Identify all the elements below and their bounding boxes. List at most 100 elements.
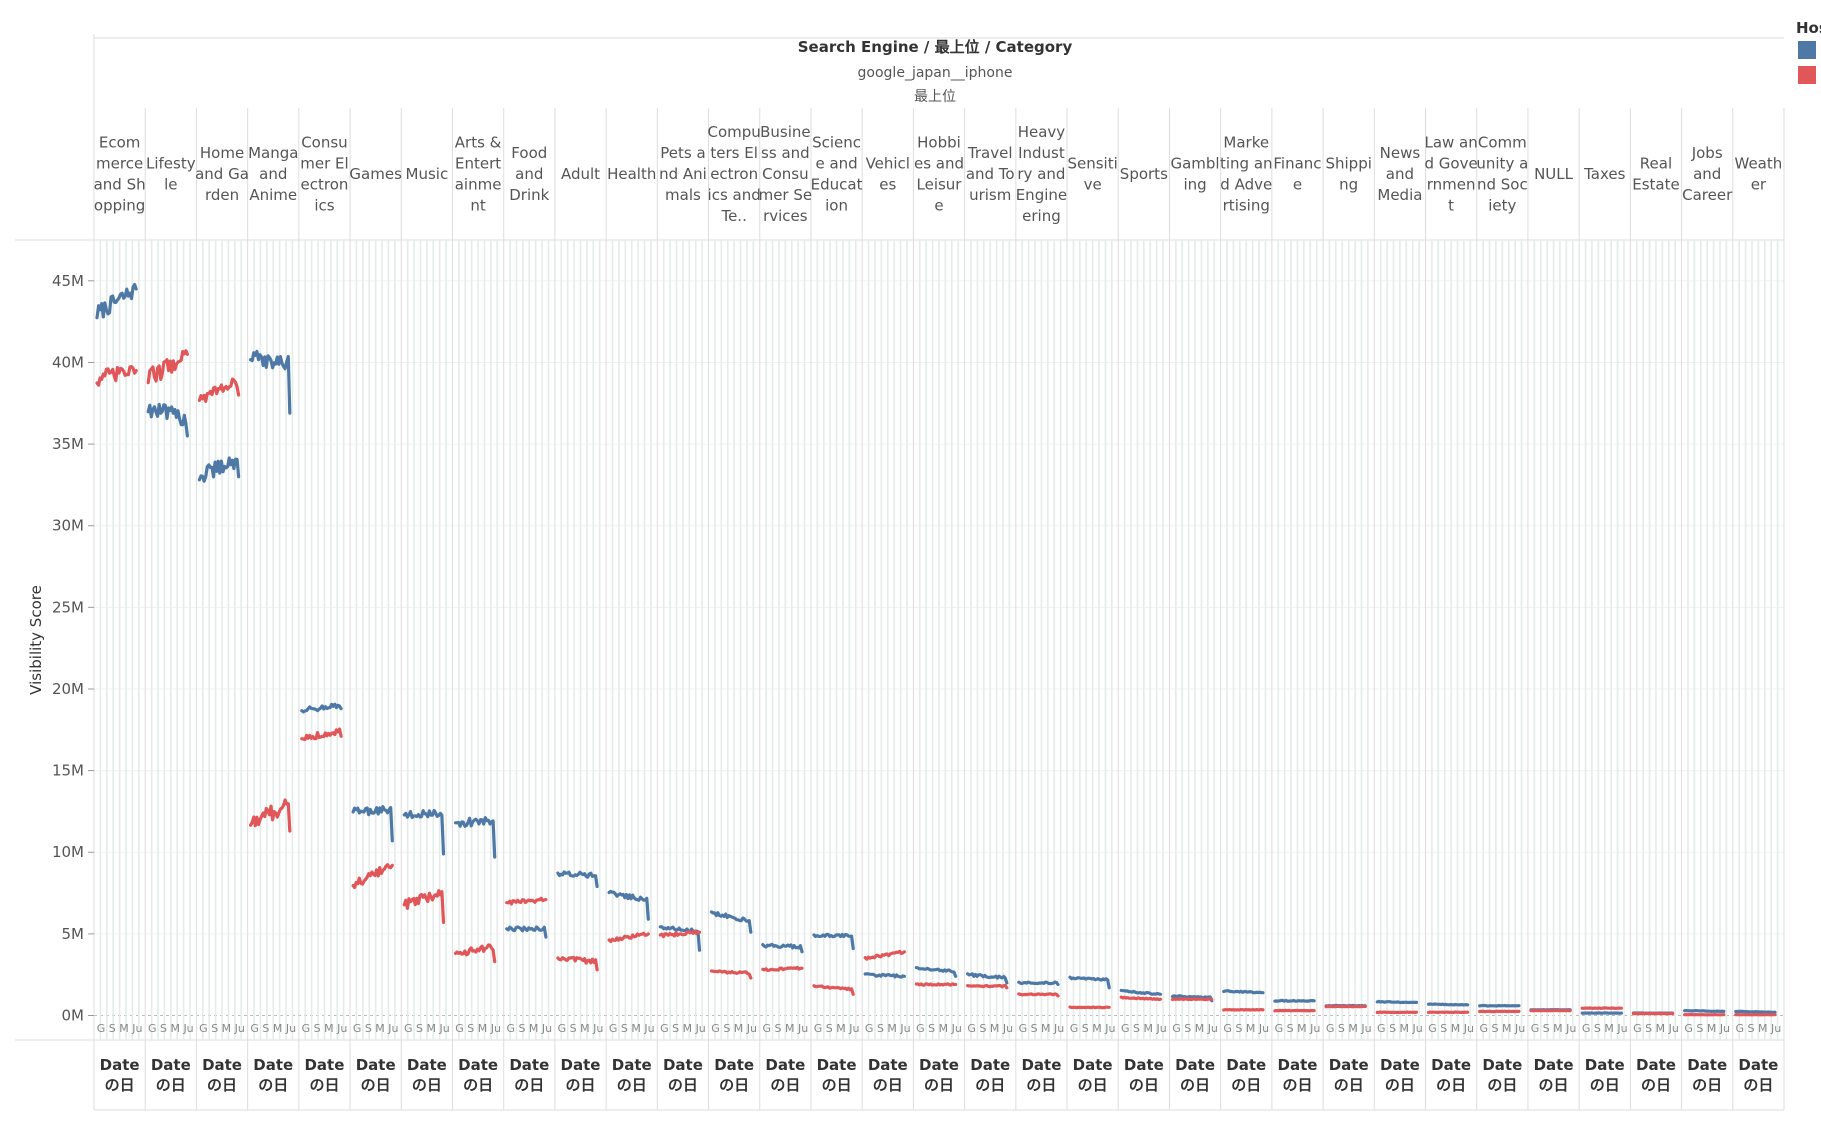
category-label: Arts & xyxy=(455,134,502,152)
series-line-red[interactable] xyxy=(249,798,292,833)
series-line-red[interactable] xyxy=(300,727,343,742)
category-label: ering xyxy=(1022,207,1061,225)
series-line-red[interactable] xyxy=(197,377,241,403)
series-line-red[interactable] xyxy=(607,931,650,944)
footer-day-label: の日 xyxy=(1078,1076,1108,1094)
series-line-blue[interactable] xyxy=(1683,1009,1726,1013)
series-line-blue[interactable] xyxy=(556,870,599,889)
series-line-blue[interactable] xyxy=(505,925,548,939)
series-line-red[interactable] xyxy=(453,943,497,964)
series-line-red[interactable] xyxy=(1426,1010,1470,1015)
category-label: e and xyxy=(815,155,857,173)
date-tick-label: G S M Ju xyxy=(1736,1022,1782,1035)
y-tick-label: 25M xyxy=(52,598,84,616)
series-line-blue[interactable] xyxy=(914,966,958,978)
footer-day-label: の日 xyxy=(105,1076,135,1094)
series-line-blue[interactable] xyxy=(95,282,138,320)
category-label: urism xyxy=(969,186,1011,204)
date-tick-label: G S M Ju xyxy=(1223,1022,1269,1035)
category-label: Educat xyxy=(811,176,863,194)
date-tick-label: G S M Ju xyxy=(967,1022,1013,1035)
date-tick-label: G S M Ju xyxy=(250,1022,296,1035)
date-tick-label: G S M Ju xyxy=(609,1022,655,1035)
footer-day-label: の日 xyxy=(1436,1076,1466,1094)
series-line-red[interactable] xyxy=(863,949,906,961)
date-tick-label: G S M Ju xyxy=(1019,1022,1065,1035)
series-line-blue[interactable] xyxy=(863,972,906,979)
series-line-red[interactable] xyxy=(1068,1005,1111,1010)
series-line-blue[interactable] xyxy=(197,456,241,483)
series-line-red[interactable] xyxy=(1170,997,1214,1002)
category-label: Te.. xyxy=(720,207,746,225)
series-line-blue[interactable] xyxy=(966,972,1009,985)
y-tick-label: 20M xyxy=(52,680,84,698)
category-label: Leisur xyxy=(917,176,963,194)
category-label: Entert xyxy=(455,155,501,173)
legend-swatch-red[interactable] xyxy=(1798,66,1816,84)
footer-date-label: Date xyxy=(612,1056,652,1074)
footer-date-label: Date xyxy=(304,1056,344,1074)
date-tick-label: G S M Ju xyxy=(404,1022,450,1035)
series-line-blue[interactable] xyxy=(1734,1009,1777,1014)
series-line-red[interactable] xyxy=(1017,992,1060,998)
series-line-blue[interactable] xyxy=(761,942,804,954)
series-line-red[interactable] xyxy=(1375,1010,1419,1015)
series-line-red[interactable] xyxy=(1324,1004,1367,1009)
series-line-blue[interactable] xyxy=(249,349,292,415)
legend-title: Hos xyxy=(1796,19,1821,37)
series-line-blue[interactable] xyxy=(1017,980,1060,987)
series-line-red[interactable] xyxy=(761,965,804,972)
series-line-red[interactable] xyxy=(658,929,702,939)
category-label: Indust xyxy=(1018,144,1065,162)
category-label: ics xyxy=(314,197,334,215)
series-line-blue[interactable] xyxy=(709,910,753,934)
series-line-blue[interactable] xyxy=(1119,988,1163,996)
date-tick-label: G S M Ju xyxy=(1582,1022,1628,1035)
series-line-blue[interactable] xyxy=(1222,989,1265,995)
date-tick-label: G S M Ju xyxy=(97,1022,143,1035)
series-line-blue[interactable] xyxy=(1273,998,1316,1003)
series-line-blue[interactable] xyxy=(812,932,855,951)
series-line-red[interactable] xyxy=(1119,995,1163,1002)
date-tick-label: G S M Ju xyxy=(1428,1022,1474,1035)
category-label: Marke xyxy=(1223,134,1269,152)
series-line-red[interactable] xyxy=(95,365,138,387)
category-label: ters El xyxy=(710,144,758,162)
series-line-red[interactable] xyxy=(709,969,753,980)
footer-date-label: Date xyxy=(1329,1056,1369,1074)
series-line-blue[interactable] xyxy=(146,402,189,438)
category-label: Taxes xyxy=(1583,165,1626,183)
series-line-red[interactable] xyxy=(1478,1009,1521,1014)
series-line-blue[interactable] xyxy=(1426,1002,1470,1007)
series-line-blue[interactable] xyxy=(1170,994,1214,1003)
date-tick-label: G S M Ju xyxy=(1531,1022,1577,1035)
category-label: ion xyxy=(825,197,848,215)
series-line-blue[interactable] xyxy=(607,889,650,921)
footer-day-label: の日 xyxy=(1641,1076,1671,1094)
date-tick-label: G S M Ju xyxy=(1684,1022,1730,1035)
date-tick-label: G S M Ju xyxy=(1121,1022,1167,1035)
legend-swatch-blue[interactable] xyxy=(1798,41,1816,59)
series-line-red[interactable] xyxy=(402,889,446,924)
date-tick-label: G S M Ju xyxy=(506,1022,552,1035)
category-label: es xyxy=(879,176,896,194)
series-line-red[interactable] xyxy=(1580,1006,1623,1010)
series-line-blue[interactable] xyxy=(402,808,446,856)
series-line-red[interactable] xyxy=(505,896,548,906)
series-line-red[interactable] xyxy=(556,955,599,972)
series-line-red[interactable] xyxy=(146,349,189,385)
category-label: Busine xyxy=(760,123,811,141)
series-line-red[interactable] xyxy=(351,863,394,890)
series-line-blue[interactable] xyxy=(351,805,394,843)
series-line-blue[interactable] xyxy=(453,816,497,859)
series-line-blue[interactable] xyxy=(1375,999,1419,1005)
category-label: Engine xyxy=(1016,186,1067,204)
series-line-blue[interactable] xyxy=(1068,975,1111,990)
category-label: ting an xyxy=(1220,155,1273,173)
category-label: News xyxy=(1380,144,1421,162)
series-line-red[interactable] xyxy=(966,983,1009,990)
series-line-red[interactable] xyxy=(914,982,958,987)
series-line-blue[interactable] xyxy=(1478,1003,1521,1008)
series-line-red[interactable] xyxy=(812,984,855,996)
series-line-blue[interactable] xyxy=(300,702,343,714)
